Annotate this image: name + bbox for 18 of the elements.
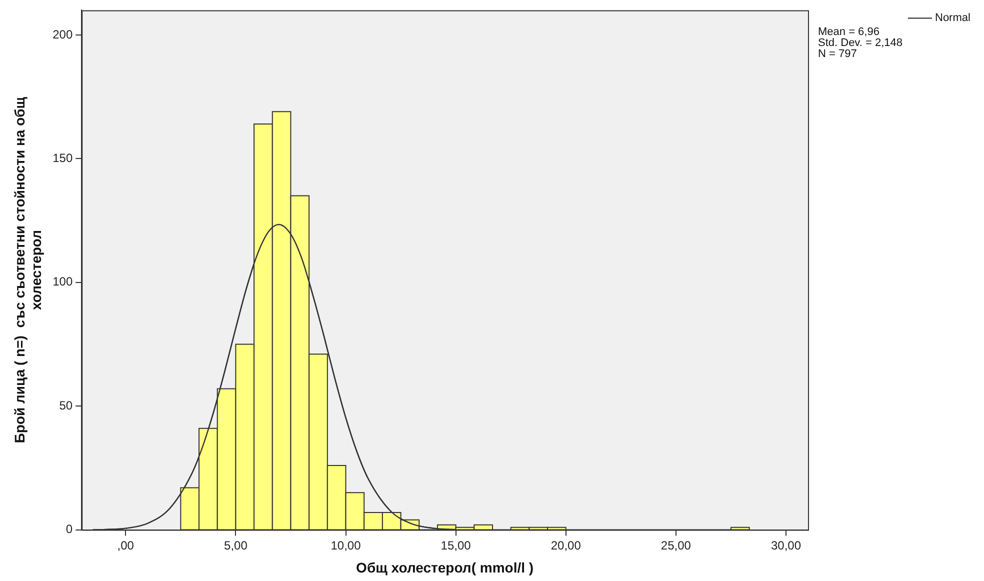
y-tick-label: 50 (59, 398, 73, 412)
x-tick-label: 5,00 (224, 538, 248, 552)
x-tick-label: 30,00 (770, 538, 802, 552)
x-tick-label: 25,00 (660, 538, 692, 552)
x-tick-label: 20,00 (550, 538, 582, 552)
y-tick-label: 100 (52, 274, 73, 289)
text: Std. Dev. = 2,148 (818, 37, 902, 50)
x-tick-label: 10,00 (330, 538, 362, 552)
legend-label: Normal (935, 12, 970, 24)
y-tick-label: 200 (52, 27, 73, 42)
y-tick-label: 0 (66, 522, 73, 536)
text: N = 797 (818, 48, 857, 60)
text: Mean = 6,96 (818, 26, 880, 38)
x-tick-label: ,00 (117, 538, 134, 552)
y-axis-title: Брой лица ( n=) със съответни стойности на общ холестерол (11, 96, 44, 444)
x-axis-title: Общ холестерол( mmol/l ) (356, 559, 534, 576)
x-tick-label: 15,00 (440, 538, 472, 552)
y-tick-label: 150 (52, 150, 73, 165)
